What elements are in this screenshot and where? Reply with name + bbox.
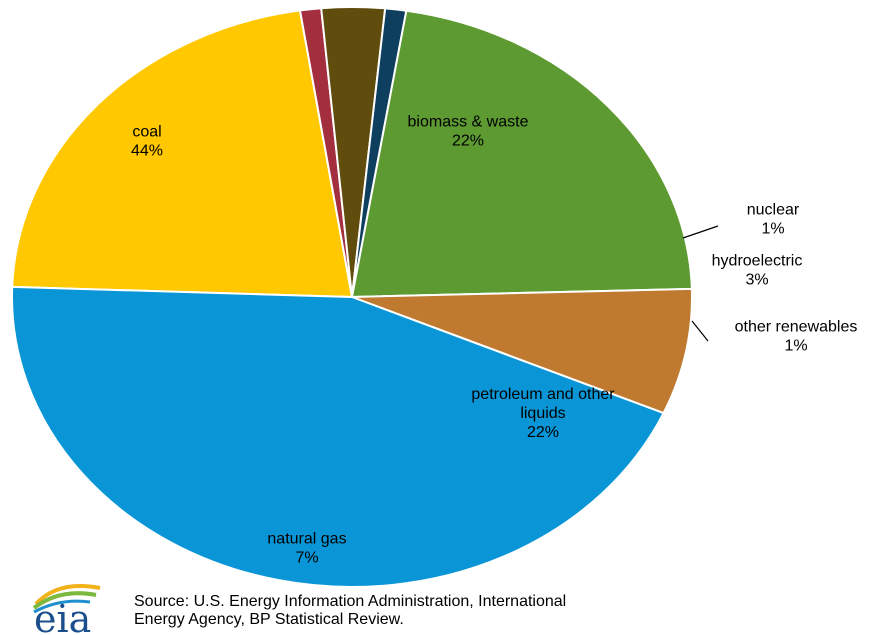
slice-labels: biomass & waste 22% nuclear 1% hydroelectric…: [131, 114, 857, 567]
slice-name-label-5: natural gas: [267, 531, 346, 548]
source-note: Source: U.S. Energy Information Administ…: [134, 593, 834, 629]
pie-slice-6: [11, 285, 665, 588]
slice-pct-label-4: 22%: [527, 424, 559, 441]
slice-pct-label-3: 1%: [784, 338, 807, 355]
slice-pct-label-0: 22%: [452, 133, 484, 150]
eia-logo-icon: eia: [30, 578, 126, 635]
slice-name-label-1: nuclear: [747, 202, 800, 219]
source-line-2: Energy Agency, BP Statistical Review.: [134, 611, 404, 628]
slice-pct-label-2: 3%: [745, 272, 768, 289]
slice-name-label-4: petroleum and other: [471, 386, 615, 403]
slice-pct-label-1: 1%: [761, 221, 784, 238]
svg-text:eia: eia: [34, 597, 91, 634]
leader-line-1: [682, 225, 719, 239]
slice-pct-label-5: 7%: [295, 550, 318, 567]
slice-name-label-4: liquids: [520, 405, 565, 422]
slice-name-label-6: coal: [132, 124, 161, 141]
leader-line-3: [691, 320, 709, 342]
slice-name-label-2: hydroelectric: [712, 253, 803, 270]
pie-slice-5: [351, 287, 693, 415]
pie-slice-0: [11, 9, 354, 299]
pie-slice-4: [350, 9, 693, 299]
slice-name-label-0: biomass & waste: [408, 114, 529, 131]
slice-pct-label-6: 44%: [131, 143, 163, 160]
source-line-1: Source: U.S. Energy Information Administ…: [134, 593, 567, 610]
leader-lines: [682, 225, 719, 342]
slice-name-label-3: other renewables: [735, 319, 858, 336]
pie-slices: [11, 6, 693, 588]
